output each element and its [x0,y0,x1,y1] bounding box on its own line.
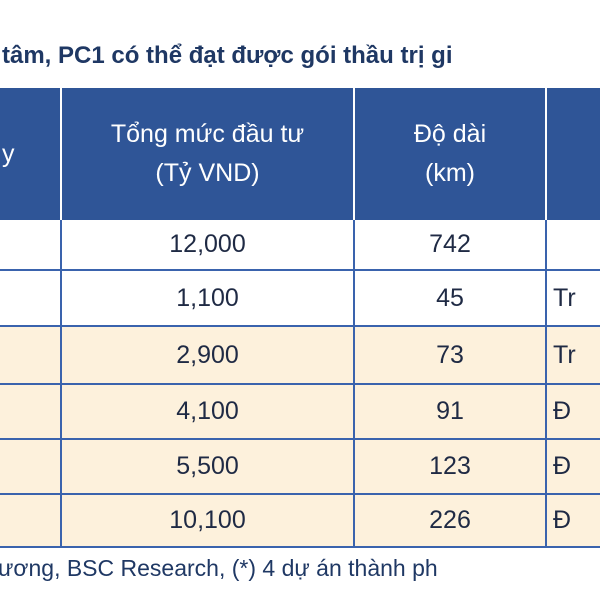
table: y Tổng mức đầu tư (Tỷ VND) Độ dài (km) 12,0… [0,88,600,550]
table-cell: 12,000 [62,220,355,271]
table-cell: 91 [355,385,547,440]
table-cell [0,440,62,495]
table-cell: Đ [547,385,600,440]
title: tâm, PC1 có thể đạt được gói thầu trị gi [2,42,453,69]
table-cell: 226 [355,495,547,548]
table-cell [0,385,62,440]
table-cell: Tr [547,271,600,327]
header-cell: Độ dài (km) [355,88,547,220]
table-cell: 45 [355,271,547,327]
footer: ương, BSC Research, (*) 4 dự án thành ph [0,555,438,581]
table-cell: 10,100 [62,495,355,548]
table-cell [547,220,600,271]
table-cell: 123 [355,440,547,495]
header-cell: Tổng mức đầu tư (Tỷ VND) [62,88,355,220]
table-cell: Đ [547,440,600,495]
table-cell: 73 [355,327,547,385]
table-cell: 742 [355,220,547,271]
table-cell: Đ [547,495,600,548]
table-cell: Tr [547,327,600,385]
table-cell: 2,900 [62,327,355,385]
table-cell: 1,100 [62,271,355,327]
header-cell [547,88,600,220]
header-cell: y [0,88,62,220]
table-cell: 5,500 [62,440,355,495]
table-cell [0,327,62,385]
table-cell [0,220,62,271]
table-cell: 4,100 [62,385,355,440]
table-cell [0,495,62,548]
table-cell [0,271,62,327]
